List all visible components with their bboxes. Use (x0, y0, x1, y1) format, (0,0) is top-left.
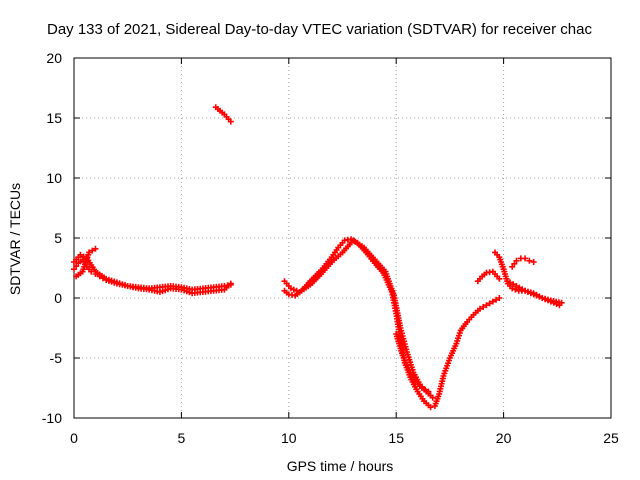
x-tick-label: 20 (496, 430, 512, 446)
x-tick-label: 0 (70, 430, 78, 446)
interpolated-marker (480, 304, 487, 310)
y-tick-label: -10 (42, 410, 62, 426)
x-tick-label: 15 (388, 430, 404, 446)
y-tick-label: 10 (46, 170, 62, 186)
interpolated-marker (510, 281, 517, 288)
y-tick-label: 0 (54, 290, 62, 306)
data-point (418, 385, 425, 391)
data-point (522, 255, 529, 262)
data-point (507, 279, 514, 286)
interpolated-marker (89, 247, 96, 254)
x-axis-label: GPS time / hours (287, 458, 394, 474)
data-points (71, 104, 565, 411)
data-point (558, 299, 565, 306)
data-point (92, 245, 99, 252)
data-point (526, 257, 533, 264)
axis-ticks (73, 57, 612, 419)
interpolated-marker (542, 295, 549, 302)
data-point (227, 118, 234, 125)
data-point (530, 259, 537, 265)
data-point (227, 280, 234, 287)
x-tick-label: 5 (178, 430, 186, 446)
y-tick-label: -5 (50, 350, 63, 366)
data-point (86, 249, 93, 256)
interpolated-marker (422, 386, 429, 393)
x-tick-label: 25 (603, 430, 619, 446)
data-point (496, 275, 503, 282)
x-tick-labels: 0 5 10 15 20 25 (70, 430, 619, 446)
x-tick-label: 10 (281, 430, 297, 446)
data-point (489, 298, 496, 305)
data-point (496, 295, 503, 301)
interpolated-marker (512, 286, 519, 293)
y-axis-label: SDTVAR / TECUs (7, 183, 23, 295)
interpolated-marker (533, 292, 540, 299)
interpolated-marker (493, 296, 500, 303)
y-tick-label: 20 (46, 50, 62, 66)
grid-lines (74, 58, 611, 418)
interpolated-marker (486, 300, 493, 307)
interpolated-marker (290, 286, 297, 293)
data-point (429, 394, 436, 401)
y-tick-label: 5 (54, 230, 62, 246)
data-point (476, 305, 483, 312)
data-point (427, 404, 434, 411)
data-point (483, 302, 490, 309)
interpolated-marker (527, 290, 534, 297)
data-point (513, 257, 520, 264)
data-point (509, 285, 516, 292)
data-point (425, 388, 432, 395)
y-tick-labels: -10 -5 0 5 10 15 20 (42, 50, 62, 426)
chart-title: Day 133 of 2021, Sidereal Day-to-day VTE… (47, 21, 592, 38)
data-point (77, 251, 84, 258)
y-tick-label: 15 (46, 110, 62, 126)
